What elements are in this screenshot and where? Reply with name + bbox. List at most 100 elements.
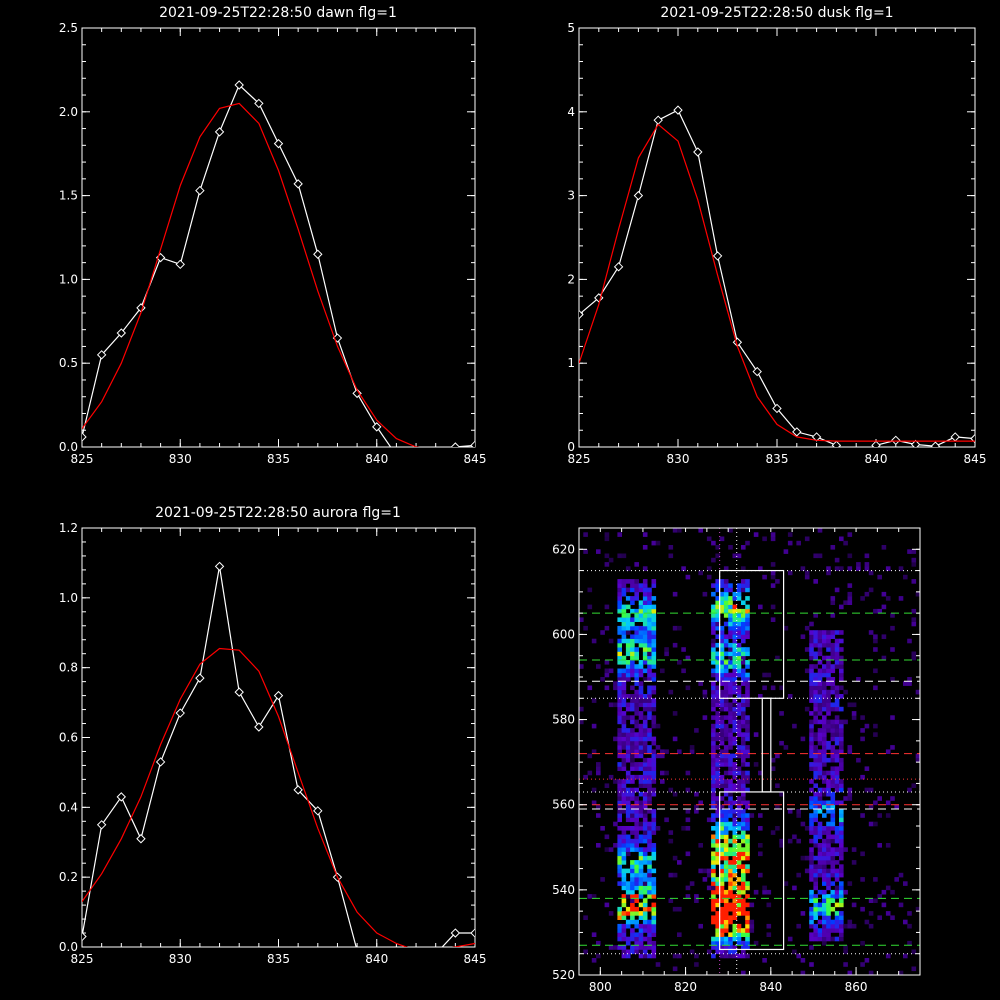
heatmap-cell bbox=[741, 711, 746, 716]
heatmap-cell bbox=[826, 919, 831, 925]
heatmap-cell bbox=[732, 855, 738, 861]
heatmap-cell bbox=[638, 821, 644, 827]
x-tick-label: 840 bbox=[865, 452, 888, 466]
heatmap-cell bbox=[617, 923, 622, 929]
heatmap-cell bbox=[647, 630, 652, 635]
heatmap-cell bbox=[719, 796, 725, 801]
heatmap-cell bbox=[647, 847, 652, 852]
heatmap-cell bbox=[711, 868, 716, 874]
heatmap-cell bbox=[711, 706, 716, 712]
heatmap-cell bbox=[728, 753, 733, 759]
heatmap-cell bbox=[745, 804, 750, 810]
heatmap-cell bbox=[694, 809, 699, 814]
heatmap-cell bbox=[630, 817, 635, 823]
heatmap-cell bbox=[822, 757, 827, 763]
heatmap-cell bbox=[830, 774, 836, 780]
heatmap-cell bbox=[715, 830, 720, 835]
heatmap-cell bbox=[728, 740, 733, 746]
heatmap-cell bbox=[715, 774, 720, 780]
heatmap-cell bbox=[719, 949, 725, 955]
heatmap-cell bbox=[634, 813, 639, 818]
heatmap-cell bbox=[736, 587, 742, 593]
heatmap-cell bbox=[630, 881, 635, 886]
heatmap-cell bbox=[625, 868, 631, 874]
heatmap-cell bbox=[809, 740, 814, 746]
heatmap-cell bbox=[736, 613, 742, 618]
heatmap-cell bbox=[826, 877, 831, 882]
heatmap-cell bbox=[642, 919, 648, 925]
heatmap-cell bbox=[728, 791, 733, 797]
heatmap-cell bbox=[745, 774, 750, 780]
data-point-marker bbox=[273, 690, 284, 701]
heatmap-cell bbox=[817, 834, 823, 840]
heatmap-cell bbox=[604, 604, 610, 610]
heatmap-cell bbox=[621, 698, 627, 703]
heatmap-cell bbox=[728, 719, 733, 725]
heatmap-cell bbox=[630, 600, 635, 605]
heatmap-cell bbox=[834, 800, 840, 806]
heatmap-cell bbox=[813, 651, 818, 657]
heatmap-cell bbox=[625, 745, 631, 750]
heatmap-cell bbox=[651, 774, 657, 780]
heatmap-cell bbox=[728, 617, 733, 622]
data-point-marker bbox=[234, 80, 244, 90]
heatmap-cell bbox=[847, 600, 853, 605]
heatmap-cell bbox=[741, 698, 746, 703]
heatmap-cell bbox=[736, 877, 742, 882]
heatmap-cell bbox=[723, 753, 729, 759]
heatmap-cell bbox=[839, 881, 844, 886]
y-tick-label: 2.5 bbox=[59, 21, 78, 35]
heatmap-cell bbox=[711, 770, 716, 776]
heatmap-cell bbox=[651, 625, 657, 631]
heatmap-cell bbox=[719, 923, 725, 929]
heatmap-cell bbox=[839, 932, 844, 937]
heatmap-cell bbox=[642, 928, 648, 933]
heatmap-cell bbox=[736, 779, 742, 784]
heatmap-cell bbox=[826, 664, 831, 669]
heatmap-cell bbox=[655, 826, 661, 831]
heatmap-cell bbox=[604, 532, 610, 537]
heatmap-cell bbox=[758, 813, 763, 818]
heatmap-cell bbox=[822, 881, 827, 886]
heatmap-cell bbox=[736, 728, 742, 733]
heatmap-cell bbox=[830, 766, 836, 771]
heatmap-cell bbox=[736, 651, 742, 657]
heatmap-cell bbox=[877, 608, 882, 614]
heatmap-cell bbox=[809, 911, 814, 916]
heatmap-cell bbox=[830, 723, 836, 729]
data-point-marker bbox=[792, 427, 802, 437]
heatmap-cell bbox=[638, 949, 644, 955]
heatmap-cell bbox=[911, 549, 917, 554]
heatmap-cell bbox=[647, 745, 652, 750]
heatmap-cell bbox=[809, 915, 814, 920]
heatmap-cell bbox=[868, 587, 874, 593]
heatmap-cell bbox=[732, 723, 738, 729]
heatmap-cell bbox=[630, 728, 635, 733]
heatmap-cell bbox=[873, 723, 878, 729]
heatmap-cell bbox=[621, 949, 627, 955]
heatmap-cell bbox=[719, 689, 725, 695]
heatmap-cell bbox=[770, 830, 776, 835]
heatmap-cell bbox=[839, 838, 844, 844]
heatmap-cell bbox=[822, 719, 827, 725]
heatmap-cell bbox=[723, 860, 729, 865]
heatmap-cell bbox=[719, 928, 725, 933]
heatmap-cell bbox=[694, 728, 699, 733]
heatmap-cell bbox=[630, 847, 635, 852]
heatmap-cell bbox=[723, 830, 729, 835]
x-tick-label: 825 bbox=[568, 452, 591, 466]
heatmap-cell bbox=[642, 600, 648, 605]
heatmap-cell bbox=[822, 872, 827, 878]
heatmap-cell bbox=[813, 745, 818, 750]
heatmap-cell bbox=[672, 591, 678, 597]
heatmap-cell bbox=[621, 898, 627, 903]
heatmap-cell bbox=[613, 821, 618, 827]
y-tick-label: 520 bbox=[552, 968, 575, 982]
heatmap-cell bbox=[813, 762, 818, 767]
y-tick-label: 620 bbox=[552, 542, 575, 556]
heatmap-cell bbox=[719, 638, 725, 644]
heatmap-cell bbox=[617, 868, 622, 874]
heatmap-cell bbox=[647, 940, 652, 946]
heatmap-cell bbox=[647, 702, 652, 708]
heatmap-cell bbox=[647, 877, 652, 882]
